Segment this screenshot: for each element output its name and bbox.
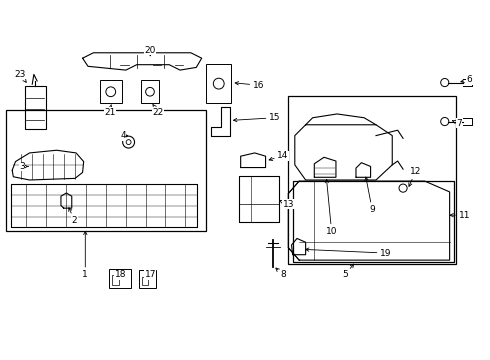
Bar: [206, 64, 231, 103]
Text: 20: 20: [145, 46, 156, 56]
Text: 21: 21: [104, 105, 115, 117]
Text: 13: 13: [279, 200, 294, 209]
Text: 9: 9: [365, 177, 375, 214]
Bar: [6, 110, 206, 231]
Bar: [109, 269, 131, 288]
Text: 14: 14: [269, 151, 289, 161]
Text: 4: 4: [121, 131, 128, 140]
Text: 17: 17: [145, 270, 156, 279]
Text: 11: 11: [450, 211, 470, 220]
Bar: [112, 275, 119, 285]
Text: 1: 1: [82, 231, 88, 279]
Bar: [142, 277, 147, 285]
Text: 19: 19: [306, 248, 392, 258]
Text: 10: 10: [325, 179, 338, 236]
Text: 12: 12: [409, 167, 421, 186]
Bar: [288, 96, 456, 264]
Text: 2: 2: [69, 208, 77, 225]
Text: 3: 3: [19, 162, 28, 171]
Text: 15: 15: [234, 113, 280, 122]
Bar: [293, 181, 454, 262]
Text: 22: 22: [153, 104, 164, 117]
Text: 5: 5: [343, 264, 354, 279]
Text: 7: 7: [453, 119, 462, 128]
Bar: [25, 86, 46, 129]
Bar: [141, 80, 159, 103]
Text: 6: 6: [461, 75, 472, 84]
Bar: [100, 80, 122, 103]
Text: 23: 23: [15, 70, 26, 82]
Text: 8: 8: [276, 268, 286, 279]
Bar: [140, 270, 156, 288]
Text: 16: 16: [235, 81, 264, 90]
Text: 18: 18: [115, 270, 126, 279]
